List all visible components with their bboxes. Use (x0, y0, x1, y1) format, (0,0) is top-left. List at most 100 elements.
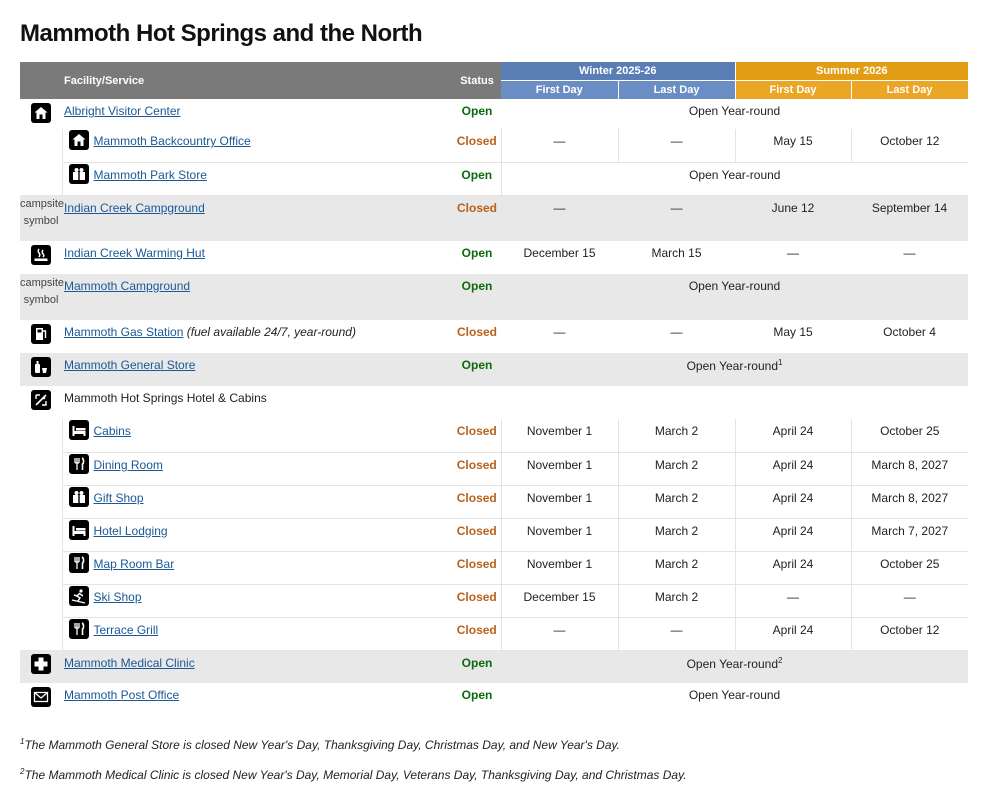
date-cell: March 8, 2027 (850, 485, 969, 519)
date-cell: October 12 (850, 129, 969, 163)
facility-icon (68, 130, 89, 150)
facility-name: Mammoth Hot Springs Hotel & Cabins (64, 391, 267, 405)
date-cell: April 24 (734, 419, 852, 453)
name-cell: Indian Creek Campground (62, 195, 453, 241)
facility-link[interactable]: Mammoth General Store (64, 358, 196, 372)
facility-link[interactable]: Mammoth Backcountry Office (93, 134, 251, 149)
header-facility: Facility/Service (20, 62, 454, 99)
facility-subrow: Hotel Lodging Closed November 1 March 2 Apri… (20, 518, 969, 552)
icon-part (35, 394, 47, 406)
date-cell: March 2 (617, 419, 736, 453)
season-text: Open Year-round (688, 688, 781, 702)
season-cell: Open Year-round (501, 99, 969, 129)
season-text: Open Year-round (686, 359, 778, 373)
footnote-ref: 2 (778, 655, 783, 665)
facility-subrow: Mammoth Backcountry Office Closed — — May 15… (20, 129, 969, 163)
facility-link[interactable]: Indian Creek Campground (64, 200, 205, 215)
facility-link[interactable]: Mammoth Post Office (64, 688, 180, 702)
name-cell: Cabins (61, 419, 454, 453)
status-cell: Open (453, 241, 502, 274)
name-cell: Map Room Bar (61, 551, 454, 585)
icon-part (31, 245, 51, 265)
facility-row: Mammoth Medical Clinic Open Open Year-roun… (20, 650, 969, 683)
date-cell: October 25 (850, 551, 969, 585)
icon-part (72, 134, 85, 146)
empty-cell (501, 386, 969, 419)
icon-part (42, 368, 47, 373)
icon-part (83, 530, 85, 536)
facility-link[interactable]: Mammoth Park Store (93, 167, 207, 182)
name-cell: Gift Shop (61, 485, 454, 519)
icon-cell (20, 320, 62, 353)
date-cell: — (501, 195, 619, 241)
facility-row: Albright Visitor Center Open Open Year-rou… (20, 99, 969, 129)
name-cell: Terrace Grill (61, 617, 454, 651)
facility-link[interactable]: Mammoth Campground (64, 279, 191, 293)
facility-link[interactable]: Gift Shop (93, 490, 144, 505)
footnote-text: The Mammoth Medical Clinic is closed New… (24, 768, 687, 782)
season-cell: Open Year-round (501, 274, 969, 320)
status-cell: Closed (453, 617, 502, 651)
icon-cell: campsite symbol (20, 195, 65, 241)
header-day: First Day (735, 80, 852, 99)
footnote-mark: 1 (20, 737, 25, 746)
subheader-row: First Day Last Day First Day Last Day (20, 80, 969, 99)
date-cell: — (617, 617, 736, 651)
icon-part (34, 258, 48, 261)
icon-part (77, 171, 80, 180)
icon-part (74, 167, 78, 172)
facility-icon (68, 163, 89, 184)
facility-icon (31, 390, 51, 410)
facility-subrow: Cabins Closed November 1 March 2 April 24 Oct… (20, 419, 969, 453)
facility-link[interactable]: Ski Shop (93, 589, 142, 604)
season-text: Open Year-round (689, 167, 781, 182)
icon-cell (20, 386, 62, 419)
icon-part (37, 329, 42, 333)
footnote: 2The Mammoth Medical Clinic is closed Ne… (20, 767, 687, 782)
facility-icon (31, 245, 51, 265)
date-cell: — (618, 195, 736, 241)
facility-link[interactable]: Map Room Bar (93, 556, 175, 571)
facility-link[interactable]: Cabins (93, 424, 131, 439)
icon-part (35, 364, 40, 373)
broken-image-alt: campsite symbol (20, 198, 65, 227)
facility-link[interactable]: Indian Creek Warming Hut (64, 246, 205, 260)
facility-link[interactable]: Mammoth Gas Station (64, 325, 184, 339)
season-cell: Open Year-round2 (501, 650, 969, 683)
facility-link[interactable]: Albright Visitor Center (64, 104, 181, 118)
date-cell: October 12 (850, 617, 969, 651)
name-cell: Mammoth Campground (62, 274, 453, 320)
facility-row: Mammoth Post Office Open Open Year-round (20, 683, 969, 716)
icon-cell (20, 241, 62, 274)
footnote-ref: 1 (778, 358, 783, 367)
facility-icon (31, 324, 51, 344)
facility-link[interactable]: Terrace Grill (93, 622, 159, 637)
icon-part (75, 527, 85, 530)
date-cell: December 15 (501, 241, 619, 274)
status-cell: Closed (453, 320, 502, 353)
facility-link[interactable]: Mammoth Medical Clinic (64, 655, 195, 670)
icon-part (36, 361, 39, 364)
icon-part (73, 556, 80, 569)
icon-cell (20, 650, 62, 683)
facility-link[interactable]: Dining Room (93, 457, 163, 472)
icon-part (36, 328, 43, 340)
icon-part (79, 167, 83, 172)
header-row: Facility/Service Status Winter 2025-26 S… (20, 62, 969, 99)
name-cell: Dining Room (61, 452, 454, 486)
facility-icon (68, 420, 89, 440)
icon-part (31, 357, 51, 377)
date-cell: — (500, 129, 619, 163)
date-cell: — (851, 241, 969, 274)
icon-part (83, 431, 85, 436)
icon-part (43, 330, 47, 338)
season-cell: Open Year-round (501, 683, 969, 716)
status-cell: Open (453, 683, 502, 716)
icon-cell (20, 452, 62, 485)
facility-link[interactable]: Hotel Lodging (93, 523, 168, 538)
icon-part (73, 622, 80, 635)
status-cell: Closed (453, 452, 502, 486)
icon-part (34, 692, 48, 699)
date-cell: November 1 (500, 485, 619, 519)
icon-cell (20, 129, 62, 162)
